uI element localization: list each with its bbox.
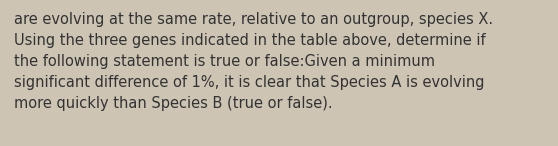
- Text: are evolving at the same rate, relative to an outgroup, species X.
Using the thr: are evolving at the same rate, relative …: [14, 12, 493, 111]
